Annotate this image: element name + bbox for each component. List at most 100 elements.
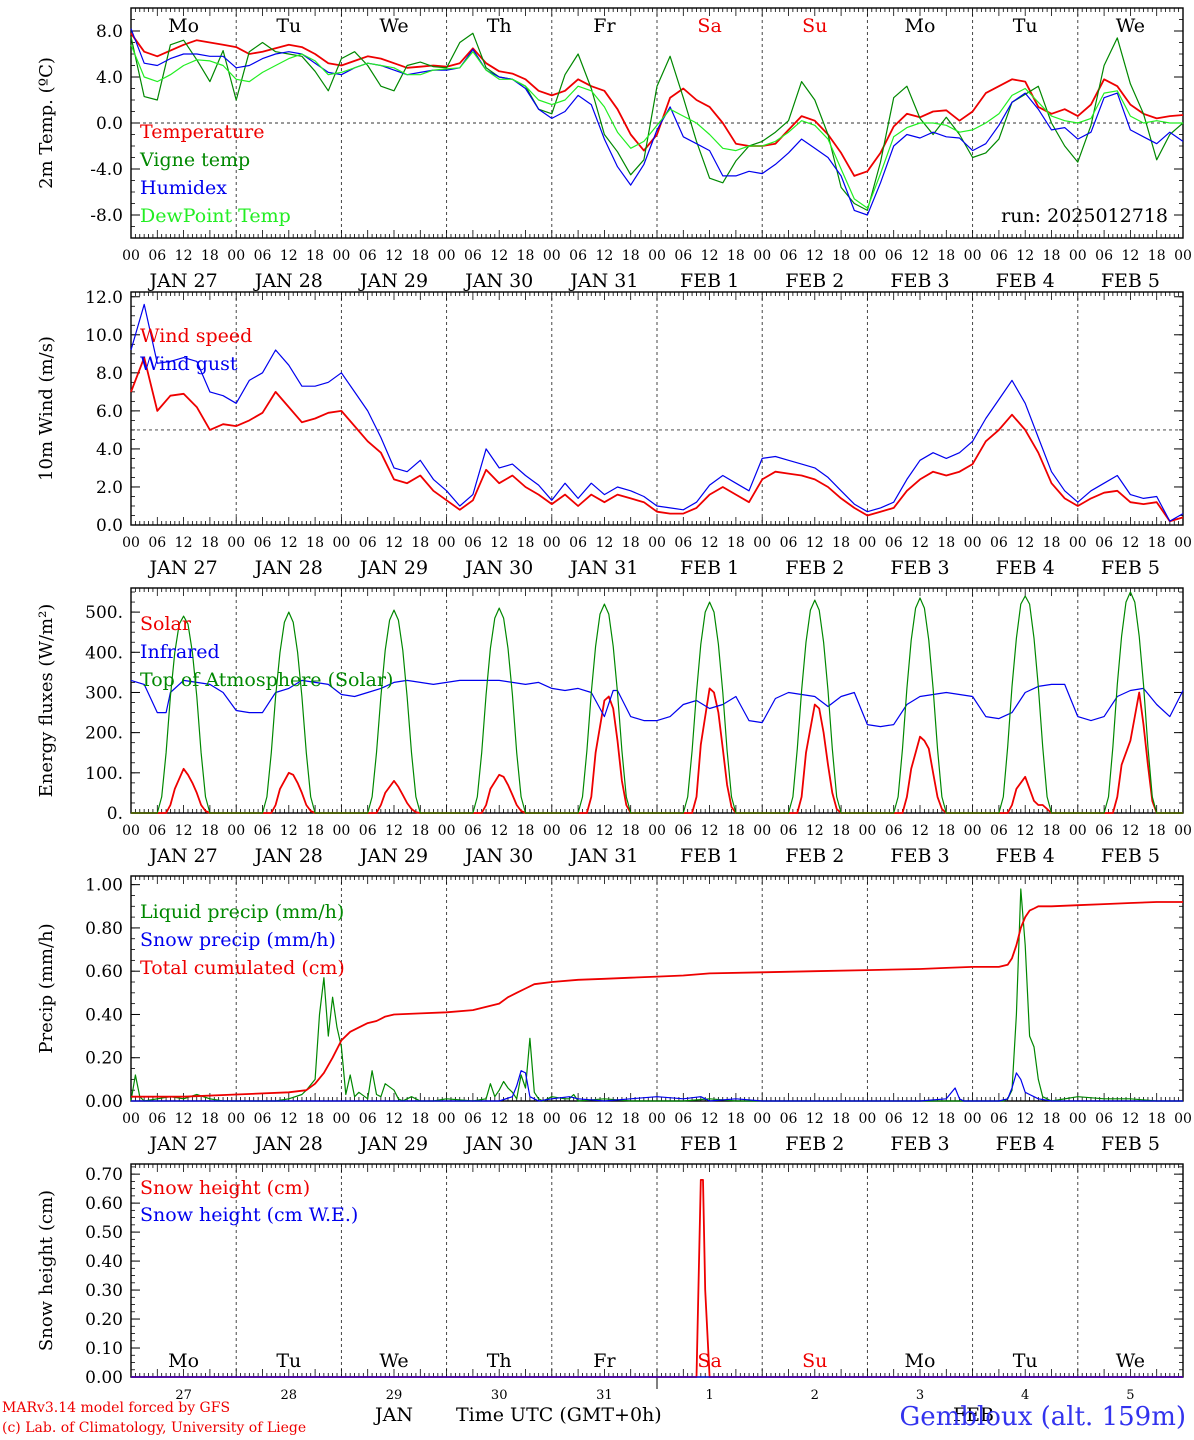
hour-tick-label: 12 [1121, 1111, 1139, 1127]
hour-tick-label: 06 [464, 1111, 482, 1127]
hour-tick-label: 00 [753, 1111, 771, 1127]
hour-tick-label: 12 [1121, 823, 1139, 839]
hour-tick-label: 00 [122, 1111, 140, 1127]
hour-tick-label: 12 [490, 535, 508, 551]
hour-tick-label: 00 [648, 248, 666, 264]
y-axis-label: 2m Temp. (ºC) [36, 57, 57, 189]
legend-entry: Wind gust [140, 353, 238, 375]
date-label: FEB 5 [1101, 557, 1160, 579]
hour-tick-label: 00 [964, 248, 982, 264]
date-label: FEB 2 [785, 557, 844, 579]
series-line-temperature [130, 32, 1184, 177]
legend-entry: Snow height (cm) [140, 1177, 310, 1199]
day-name-label: Mo [168, 1350, 199, 1372]
hour-tick-label: 00 [648, 535, 666, 551]
date-label: JAN 31 [568, 845, 638, 867]
hour-tick-label: 06 [1095, 535, 1113, 551]
date-label: FEB 4 [996, 557, 1055, 579]
hour-tick-label: 12 [806, 535, 824, 551]
y-axis-label: Energy fluxes (W/m²) [36, 604, 57, 798]
day-number-label: 5 [1126, 1388, 1134, 1403]
y-tick-label: 0.80 [85, 919, 123, 939]
hour-tick-label: 18 [622, 535, 640, 551]
hour-tick-label: 06 [990, 535, 1008, 551]
date-label: JAN 27 [148, 557, 218, 579]
date-label: FEB 4 [996, 845, 1055, 867]
hour-tick-label: 06 [674, 248, 692, 264]
hour-tick-label: 18 [411, 248, 429, 264]
hour-tick-label: 12 [280, 823, 298, 839]
legend-entry: Vigne temp [139, 149, 250, 171]
y-tick-label: 6.0 [96, 402, 123, 422]
hour-tick-label: 12 [280, 1111, 298, 1127]
day-name-label: Tu [1013, 1350, 1038, 1372]
hour-tick-label: 18 [1148, 535, 1166, 551]
hour-tick-label: 00 [438, 248, 456, 264]
hour-tick-label: 12 [1121, 248, 1139, 264]
date-label: FEB 5 [1101, 270, 1160, 292]
day-number-label: 29 [386, 1388, 403, 1403]
hour-tick-label: 00 [858, 535, 876, 551]
hour-tick-label: 12 [490, 1111, 508, 1127]
date-label: FEB 3 [890, 270, 949, 292]
hour-tick-label: 18 [622, 1111, 640, 1127]
day-name-label: Sa [697, 15, 721, 37]
day-number-label: 30 [491, 1388, 508, 1403]
hour-tick-label: 12 [1121, 535, 1139, 551]
run-annotation: run: 2025012718 [1001, 205, 1168, 227]
hour-tick-label: 18 [937, 535, 955, 551]
hour-tick-label: 06 [359, 1111, 377, 1127]
hour-tick-label: 00 [438, 823, 456, 839]
hour-tick-label: 12 [175, 248, 193, 264]
hour-tick-label: 12 [490, 248, 508, 264]
hour-tick-label: 06 [990, 823, 1008, 839]
hour-tick-label: 18 [1043, 1111, 1061, 1127]
hour-tick-label: 06 [254, 535, 272, 551]
hour-tick-label: 00 [1174, 535, 1192, 551]
hour-tick-label: 12 [701, 248, 719, 264]
hour-tick-label: 00 [1174, 823, 1192, 839]
y-tick-label: 4.0 [96, 440, 123, 460]
hour-tick-label: 12 [490, 823, 508, 839]
y-tick-label: 0.60 [85, 962, 123, 982]
legend-entry: Humidex [140, 177, 227, 199]
hour-tick-label: 12 [175, 535, 193, 551]
hour-tick-label: 00 [332, 535, 350, 551]
y-tick-label: -8.0 [90, 206, 123, 226]
date-label: JAN 30 [463, 845, 533, 867]
hour-tick-label: 18 [306, 535, 324, 551]
legend-entry: Top of Atmosphere (Solar) [140, 669, 393, 691]
hour-tick-label: 18 [727, 535, 745, 551]
date-label: JAN 28 [253, 845, 323, 867]
hour-tick-label: 18 [1148, 248, 1166, 264]
hour-tick-label: 18 [201, 535, 219, 551]
hour-tick-label: 00 [753, 248, 771, 264]
hour-tick-label: 06 [1095, 248, 1113, 264]
date-label: JAN 27 [148, 270, 218, 292]
y-tick-label: 0. [107, 804, 123, 824]
hour-tick-label: 18 [832, 248, 850, 264]
y-tick-label: 0.40 [85, 1005, 123, 1025]
hour-tick-label: 06 [674, 1111, 692, 1127]
date-label: JAN 29 [358, 1133, 428, 1155]
hour-tick-label: 12 [701, 535, 719, 551]
hour-tick-label: 06 [674, 823, 692, 839]
hour-tick-label: 18 [201, 823, 219, 839]
hour-tick-label: 12 [595, 823, 613, 839]
hour-tick-label: 06 [148, 535, 166, 551]
hour-tick-label: 12 [1016, 1111, 1034, 1127]
date-label: JAN 31 [568, 1133, 638, 1155]
date-label: JAN 29 [358, 270, 428, 292]
date-label: JAN 27 [148, 1133, 218, 1155]
date-label: FEB 1 [680, 845, 739, 867]
series-line-wind-speed [130, 356, 1184, 523]
date-label: JAN 30 [463, 1133, 533, 1155]
hour-tick-label: 18 [306, 1111, 324, 1127]
month-label-jan: JAN [375, 1404, 413, 1426]
legend-entry: Snow height (cm W.E.) [140, 1204, 358, 1226]
date-label: FEB 2 [785, 1133, 844, 1155]
hour-tick-label: 06 [1095, 823, 1113, 839]
day-name-label: Tu [276, 15, 301, 37]
hour-tick-label: 06 [464, 535, 482, 551]
